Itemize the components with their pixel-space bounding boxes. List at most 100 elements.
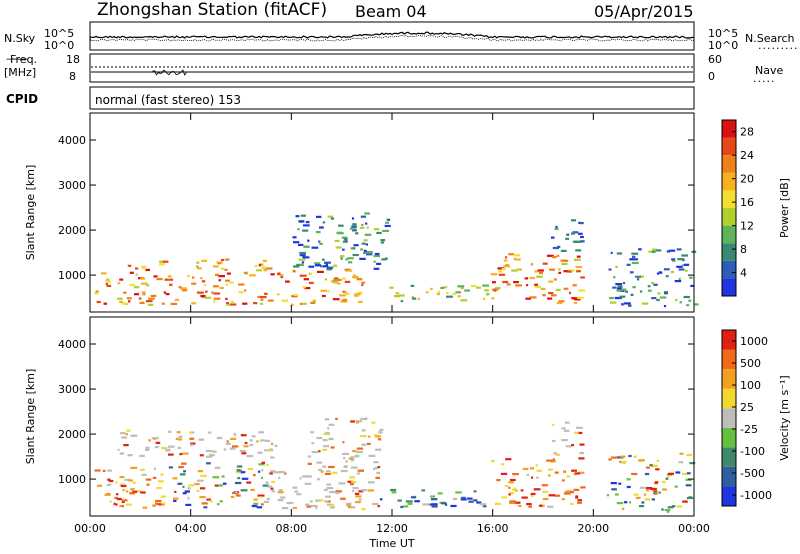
data-cell <box>501 268 506 271</box>
data-cell <box>119 300 124 303</box>
data-cell <box>162 260 169 263</box>
data-cell <box>312 299 316 302</box>
data-cell <box>616 456 624 459</box>
data-cell <box>361 242 366 245</box>
data-cell <box>575 265 583 269</box>
data-cell <box>306 505 312 508</box>
data-cell <box>145 446 150 449</box>
data-cell <box>379 428 384 431</box>
data-cell <box>326 266 334 269</box>
data-cell <box>225 442 231 446</box>
data-cell <box>565 421 570 424</box>
data-cell <box>218 275 225 278</box>
data-cell <box>230 495 235 499</box>
y-tick-label: 2000 <box>58 224 86 237</box>
data-cell <box>120 432 126 435</box>
data-cell <box>159 260 164 263</box>
data-cell <box>568 291 572 295</box>
data-cell <box>279 470 285 474</box>
data-cell <box>389 286 394 289</box>
data-cell <box>354 492 360 495</box>
data-cell <box>119 278 124 281</box>
data-cell <box>361 508 366 511</box>
colorbar-tick-label: 100 <box>740 379 761 392</box>
data-cell <box>561 262 568 265</box>
data-cell <box>657 292 661 295</box>
data-cell <box>321 294 326 298</box>
power-colorbar: 4 8 12 16 20 24 28 Power [dB] <box>721 119 791 297</box>
data-cell <box>299 251 306 255</box>
data-cell <box>318 240 321 243</box>
data-cell <box>374 467 378 470</box>
data-cell <box>534 283 538 286</box>
data-cell <box>299 477 302 480</box>
data-cell <box>270 442 274 445</box>
data-cell <box>194 482 200 486</box>
data-cell <box>261 461 266 464</box>
data-cell <box>348 457 353 460</box>
data-cell <box>667 506 674 509</box>
data-cell <box>129 271 134 274</box>
data-cell <box>263 500 269 503</box>
data-cell <box>609 296 614 300</box>
data-cell <box>123 444 129 447</box>
data-cell <box>578 471 585 474</box>
data-cell <box>175 437 179 440</box>
x-tick-label: 00:00 <box>74 522 106 535</box>
data-cell <box>262 259 267 262</box>
data-cell <box>621 507 625 510</box>
data-cell <box>468 500 474 503</box>
data-cell <box>173 497 179 500</box>
data-cell <box>536 476 539 479</box>
data-cell <box>498 273 506 276</box>
data-cell <box>219 500 223 503</box>
data-cell <box>646 487 653 490</box>
data-cell <box>258 264 262 267</box>
data-cell <box>344 291 347 294</box>
data-cell <box>678 277 681 280</box>
data-cell <box>259 496 262 499</box>
data-cell <box>187 497 190 500</box>
data-cell <box>270 487 274 490</box>
data-cell <box>191 302 197 305</box>
data-cell <box>495 286 501 290</box>
data-cell <box>509 500 516 503</box>
data-cell <box>325 263 328 266</box>
colorbar-swatch <box>722 408 736 428</box>
data-cell <box>398 294 405 297</box>
data-cell <box>277 293 280 296</box>
data-cell <box>94 292 99 295</box>
data-cell <box>368 435 371 438</box>
data-cell <box>492 281 496 284</box>
data-cell <box>508 486 511 489</box>
data-cell <box>200 487 206 490</box>
data-cell <box>224 268 228 271</box>
data-cell <box>342 248 345 251</box>
data-cell <box>216 503 220 506</box>
data-cell <box>337 282 341 285</box>
data-cell <box>354 293 361 296</box>
data-cell <box>168 278 174 281</box>
data-cell <box>200 277 203 280</box>
data-cell <box>486 292 490 296</box>
data-cell <box>307 239 310 242</box>
data-cell <box>330 446 335 449</box>
data-cell <box>339 294 346 297</box>
data-cell <box>298 220 305 223</box>
data-cell <box>464 289 470 292</box>
data-cell <box>281 299 288 302</box>
data-cell <box>199 454 204 457</box>
data-cell <box>346 502 352 505</box>
data-cell <box>352 275 358 278</box>
data-cell <box>460 498 467 501</box>
data-cell <box>547 254 554 257</box>
data-cell <box>205 290 208 293</box>
data-cell <box>309 500 313 503</box>
data-cell <box>689 462 696 465</box>
data-cell <box>558 271 562 274</box>
data-cell <box>293 270 296 273</box>
data-cell <box>116 497 122 501</box>
data-cell <box>127 454 133 457</box>
data-cell <box>501 496 507 499</box>
data-cell <box>177 446 182 449</box>
